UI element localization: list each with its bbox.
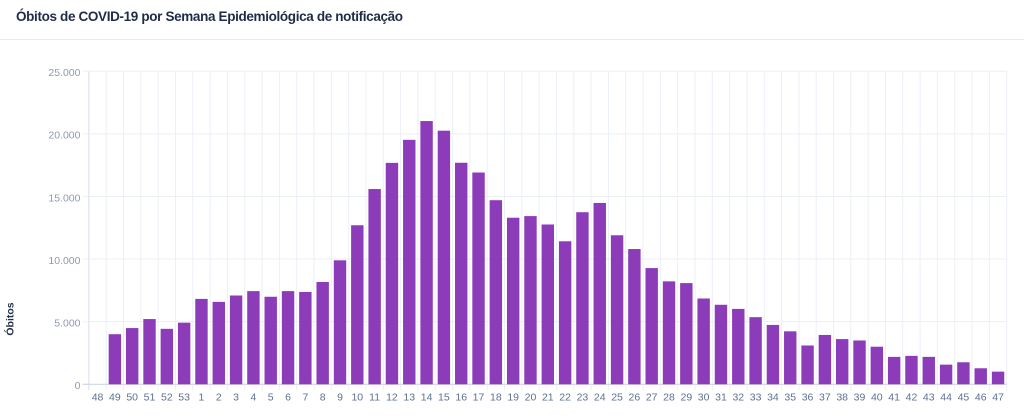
svg-text:7: 7 [302, 392, 308, 404]
svg-text:37: 37 [819, 392, 831, 404]
svg-text:19: 19 [507, 392, 519, 404]
svg-text:11: 11 [369, 392, 380, 404]
svg-text:49: 49 [109, 392, 121, 404]
svg-text:31: 31 [715, 392, 727, 404]
svg-text:48: 48 [92, 392, 104, 404]
svg-text:29: 29 [680, 392, 692, 404]
svg-text:16: 16 [455, 392, 467, 404]
svg-text:10.000: 10.000 [48, 255, 80, 267]
svg-text:8: 8 [320, 392, 326, 404]
svg-text:1: 1 [199, 392, 205, 404]
svg-text:4: 4 [250, 392, 256, 404]
svg-text:50: 50 [126, 392, 138, 404]
svg-text:27: 27 [646, 392, 658, 404]
svg-text:13: 13 [403, 392, 415, 404]
svg-text:51: 51 [144, 392, 156, 404]
svg-text:30: 30 [698, 392, 710, 404]
svg-text:43: 43 [923, 392, 935, 404]
svg-text:2: 2 [216, 392, 222, 404]
svg-text:32: 32 [732, 392, 744, 404]
svg-text:47: 47 [992, 392, 1004, 404]
svg-text:22: 22 [559, 392, 571, 404]
svg-text:18: 18 [490, 392, 502, 404]
svg-text:23: 23 [577, 392, 589, 404]
svg-text:33: 33 [750, 392, 762, 404]
svg-text:5: 5 [268, 392, 274, 404]
svg-text:9: 9 [337, 392, 343, 404]
svg-text:36: 36 [802, 392, 814, 404]
svg-text:14: 14 [421, 392, 433, 404]
svg-text:6: 6 [285, 392, 291, 404]
svg-text:45: 45 [958, 392, 970, 404]
svg-text:3: 3 [233, 392, 239, 404]
svg-text:5.000: 5.000 [54, 318, 80, 330]
svg-text:15: 15 [438, 392, 450, 404]
svg-text:20: 20 [525, 392, 537, 404]
svg-text:10: 10 [351, 392, 363, 404]
svg-text:52: 52 [161, 392, 173, 404]
svg-text:40: 40 [871, 392, 883, 404]
svg-text:17: 17 [473, 392, 485, 404]
svg-text:44: 44 [940, 392, 952, 404]
svg-text:21: 21 [542, 392, 554, 404]
svg-text:20.000: 20.000 [48, 130, 80, 142]
svg-text:0: 0 [75, 380, 81, 392]
svg-text:24: 24 [594, 392, 606, 404]
svg-text:25.000: 25.000 [48, 67, 80, 79]
svg-text:38: 38 [836, 392, 848, 404]
svg-text:28: 28 [663, 392, 675, 404]
svg-text:15.000: 15.000 [48, 192, 80, 204]
svg-text:26: 26 [629, 392, 641, 404]
svg-text:39: 39 [854, 392, 866, 404]
svg-text:Óbitos: Óbitos [4, 302, 17, 335]
svg-text:53: 53 [178, 392, 190, 404]
svg-text:12: 12 [386, 392, 398, 404]
svg-text:46: 46 [975, 392, 987, 404]
svg-text:42: 42 [906, 392, 918, 404]
svg-text:34: 34 [767, 392, 779, 404]
svg-text:35: 35 [784, 392, 796, 404]
svg-text:41: 41 [888, 392, 900, 404]
svg-text:25: 25 [611, 392, 623, 404]
